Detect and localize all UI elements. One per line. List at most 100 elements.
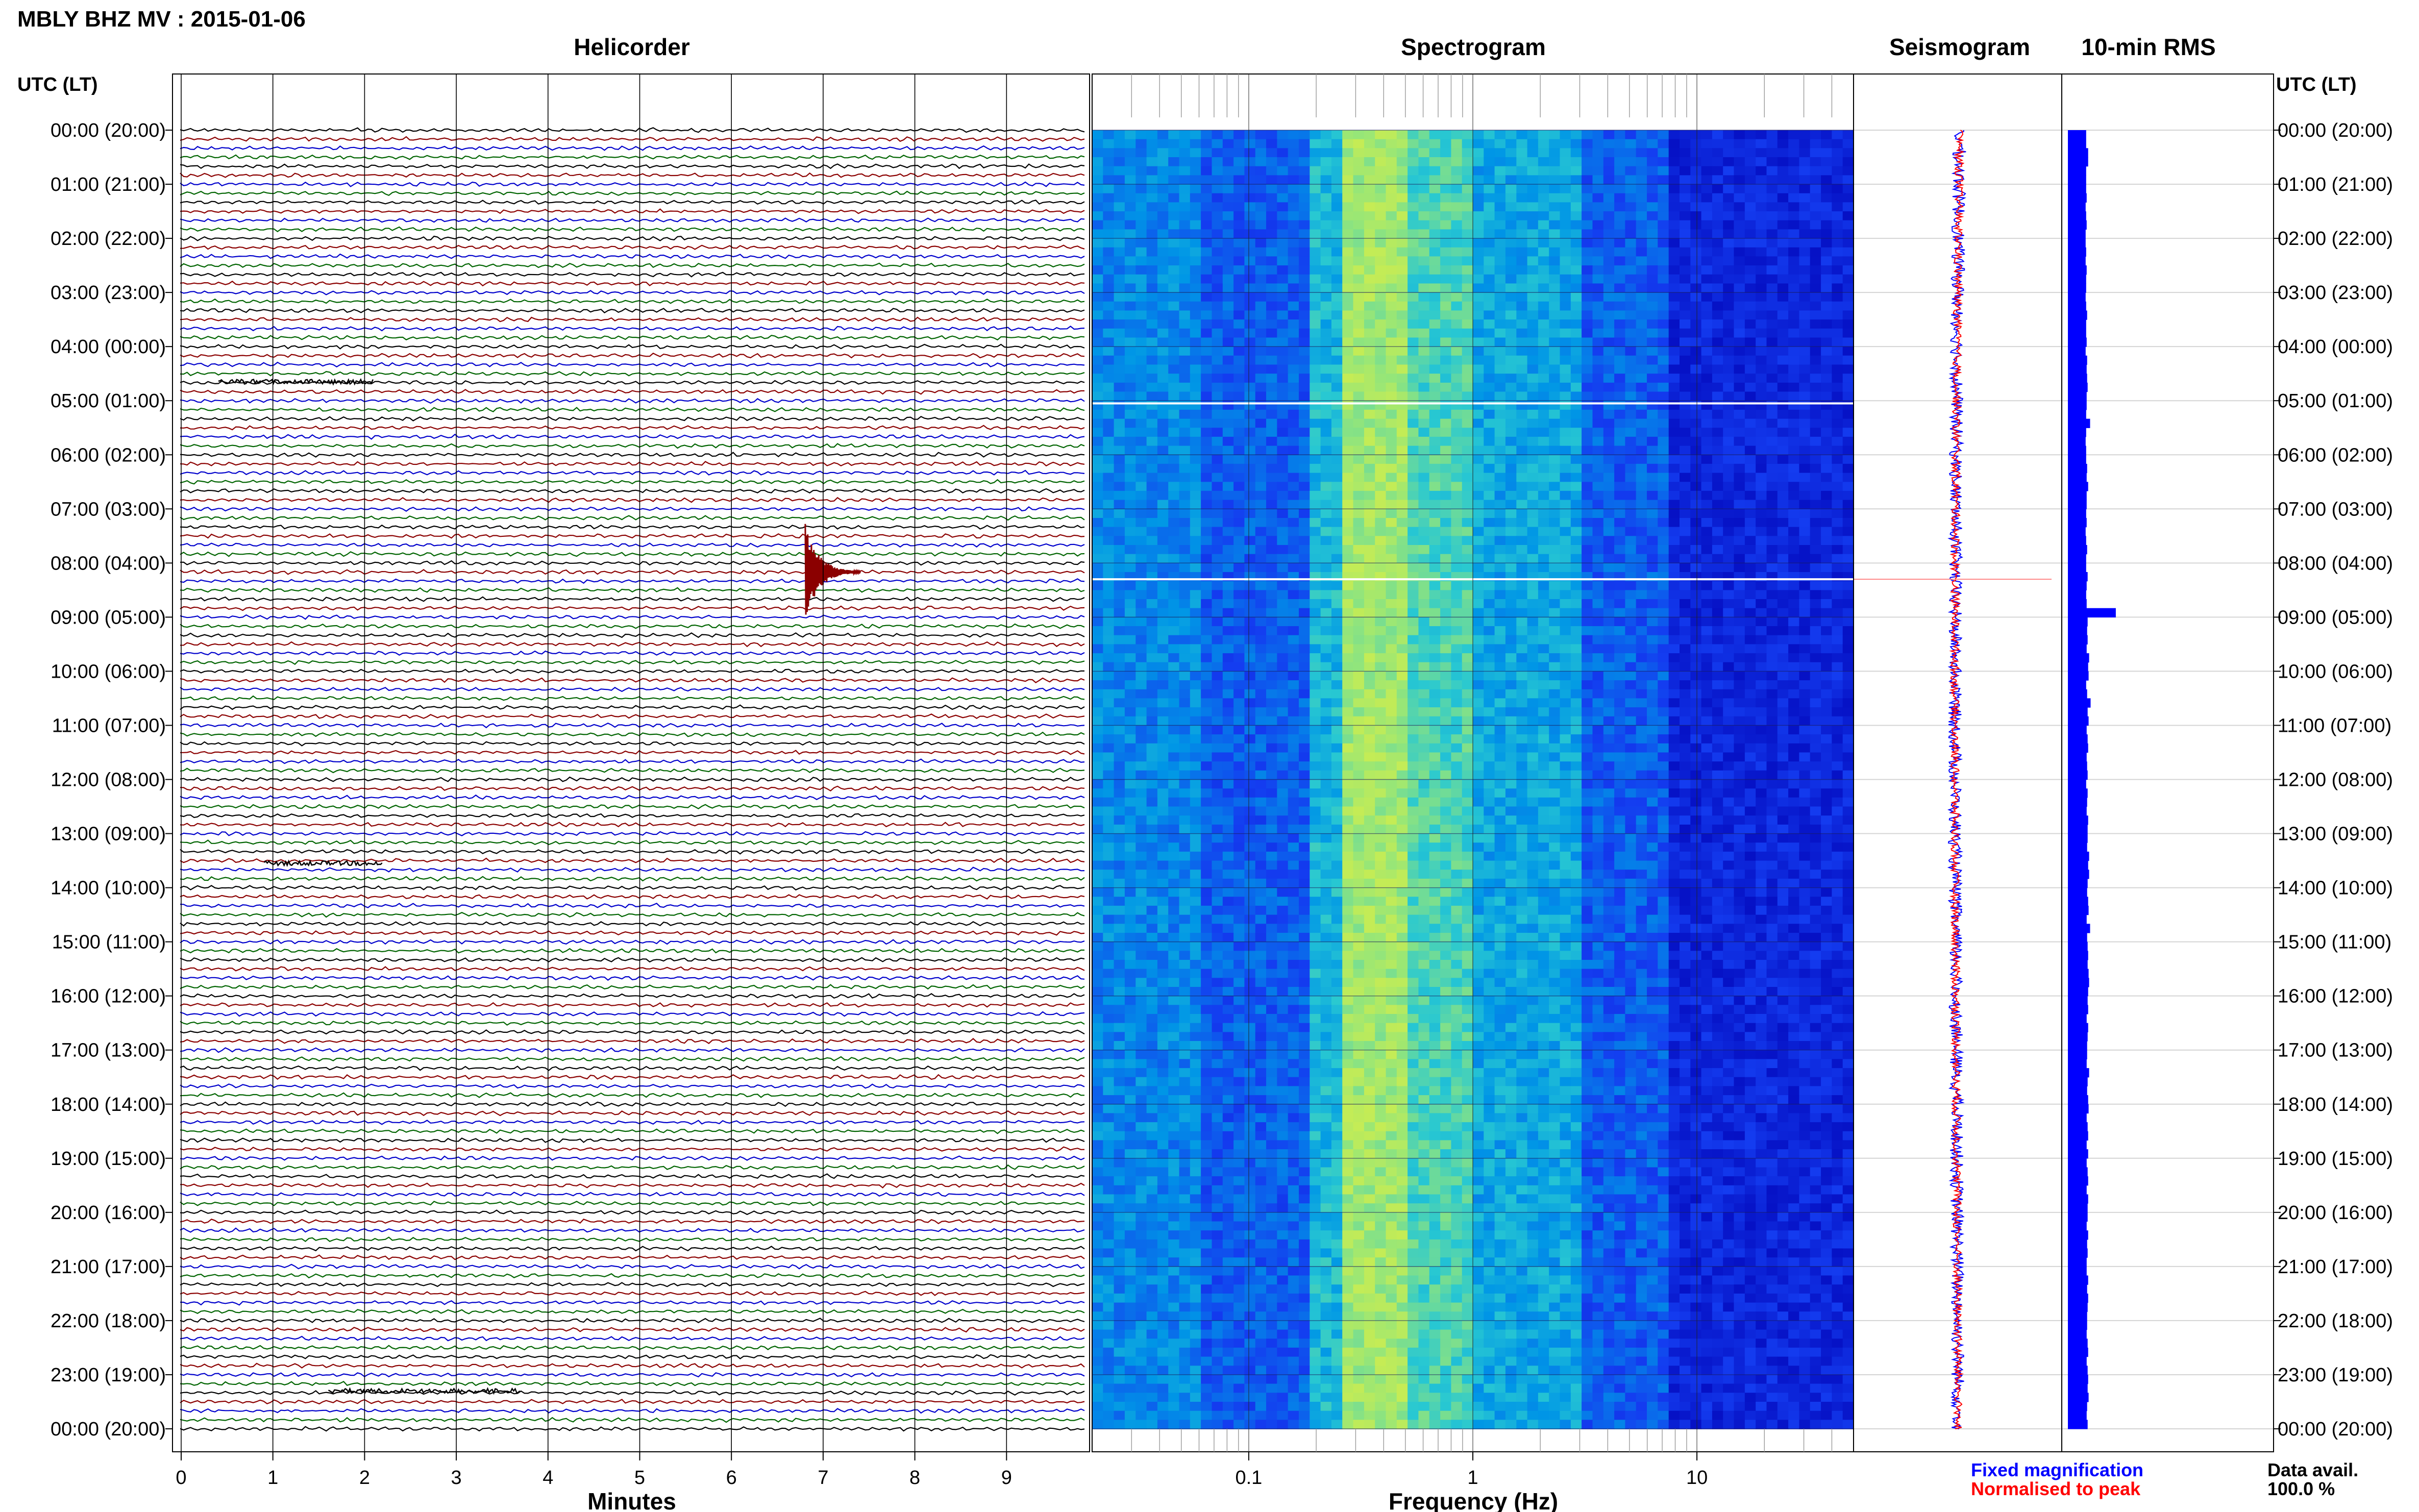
spectrogram-cell [1744, 518, 1756, 528]
spectrogram-cell [1614, 374, 1626, 383]
spectrogram-cell [1484, 734, 1495, 744]
spectrogram-cell [1582, 707, 1593, 717]
spectrogram-cell [1418, 734, 1430, 744]
spectrogram-cell [1799, 256, 1811, 266]
spectrogram-cell [1331, 229, 1343, 239]
spectrogram-cell [1244, 292, 1256, 302]
spectrogram-cell [1114, 175, 1125, 185]
spectrogram-cell [1756, 374, 1767, 383]
spectrogram-cell [1310, 139, 1321, 149]
spectrogram-cell [1157, 301, 1169, 311]
spectrogram-cell [1386, 436, 1397, 447]
spectrogram-cell [1744, 716, 1756, 726]
spectrogram-cell [1157, 283, 1169, 293]
spectrogram-cell [1179, 455, 1191, 464]
spectrogram-cell [1494, 752, 1506, 762]
spectrogram-cell [1396, 545, 1408, 555]
spectrogram-cell [1408, 256, 1419, 266]
spectrogram-cell [1201, 436, 1213, 447]
spectrogram-cell [1342, 545, 1354, 555]
spectrogram-cell [1201, 148, 1213, 158]
spectrogram-cell [1320, 364, 1332, 374]
spectrogram-cell [1712, 761, 1723, 771]
spectrogram-cell [1527, 211, 1539, 221]
spectrogram-cell [1505, 463, 1517, 474]
spectrogram-cell [1592, 509, 1604, 518]
spectrogram-cell [1777, 644, 1789, 654]
spectrogram-cell [1473, 752, 1485, 762]
spectrogram-cell [1549, 518, 1561, 528]
spectrogram-cell [1625, 725, 1637, 735]
spectrogram-cell [1821, 490, 1833, 501]
spectrogram-cell [1680, 256, 1691, 266]
spectrogram-cell [1582, 455, 1593, 464]
spectrogram-cell [1266, 382, 1278, 392]
spectrogram-cell [1092, 418, 1104, 429]
spectrogram-cell [1603, 689, 1615, 699]
spectrogram-cell [1636, 725, 1647, 735]
spectrogram-cell [1146, 653, 1158, 663]
spectrogram-cell [1582, 301, 1593, 311]
spectrogram-cell [1680, 337, 1691, 347]
spectrogram-cell [1658, 680, 1669, 690]
spectrogram-cell [1201, 401, 1213, 410]
spectrogram-cell [1625, 527, 1637, 537]
spectrogram-cell [1375, 139, 1387, 149]
spectrogram-cell [1353, 662, 1365, 672]
spectrogram-cell [1614, 211, 1626, 221]
spectrogram-cell [1429, 689, 1441, 699]
spectrogram-cell [1386, 247, 1397, 257]
spectrogram-cell [1429, 418, 1441, 429]
spectrogram-cell [1157, 608, 1169, 618]
spectrogram-cell [1353, 274, 1365, 284]
spectrogram-cell [1233, 157, 1245, 167]
spectrogram-cell [1157, 148, 1169, 158]
spectrogram-cell [1429, 473, 1441, 483]
spectrogram-cell [1636, 418, 1647, 429]
spectrogram-cell [1157, 617, 1169, 627]
spectrogram-cell [1418, 581, 1430, 591]
spectrogram-cell [1212, 635, 1223, 645]
spectrogram-cell [1114, 635, 1125, 645]
spectrogram-cell [1440, 761, 1452, 771]
spectrogram-cell [1136, 581, 1147, 591]
spectrogram-cell [1582, 725, 1593, 735]
spectrogram-cell [1777, 283, 1789, 293]
spectrogram-cell [1777, 175, 1789, 185]
spectrogram-cell [1625, 130, 1637, 140]
spectrogram-cell [1212, 436, 1223, 447]
spectrogram-cell [1157, 374, 1169, 383]
spectrogram-cell [1494, 418, 1506, 429]
spectrogram-cell [1799, 455, 1811, 464]
spectrogram-cell [1342, 418, 1354, 429]
spectrogram-cell [1538, 148, 1549, 158]
spectrogram-cell [1418, 445, 1430, 456]
spectrogram-cell [1723, 500, 1735, 510]
spectrogram-cell [1560, 563, 1571, 573]
spectrogram-cell [1277, 716, 1289, 726]
spectrogram-cell [1277, 725, 1289, 735]
spectrogram-cell [1190, 283, 1201, 293]
spectrogram-cell [1386, 698, 1397, 708]
spectrogram-cell [1103, 698, 1115, 708]
spectrogram-cell [1451, 644, 1463, 654]
spectrogram-cell [1462, 500, 1473, 510]
spectrogram-cell [1168, 490, 1180, 501]
spectrogram-cell [1494, 166, 1506, 176]
spectrogram-cell [1168, 409, 1180, 419]
spectrogram-cell [1103, 653, 1115, 663]
spectrogram-cell [1233, 761, 1245, 771]
spectrogram-cell [1418, 364, 1430, 374]
spectrogram-cell [1668, 743, 1680, 753]
spectrogram-cell [1429, 175, 1441, 185]
spectrogram-cell [1549, 310, 1561, 320]
spectrogram-cell [1680, 563, 1691, 573]
spectrogram-cell [1766, 346, 1778, 356]
spectrogram-cell [1408, 725, 1419, 735]
spectrogram-cell [1190, 509, 1201, 518]
spectrogram-cell [1570, 247, 1582, 257]
spectrogram-cell [1299, 139, 1311, 149]
spectrogram-cell [1418, 509, 1430, 518]
spectrogram-cell [1549, 445, 1561, 456]
spectrogram-cell [1353, 490, 1365, 501]
